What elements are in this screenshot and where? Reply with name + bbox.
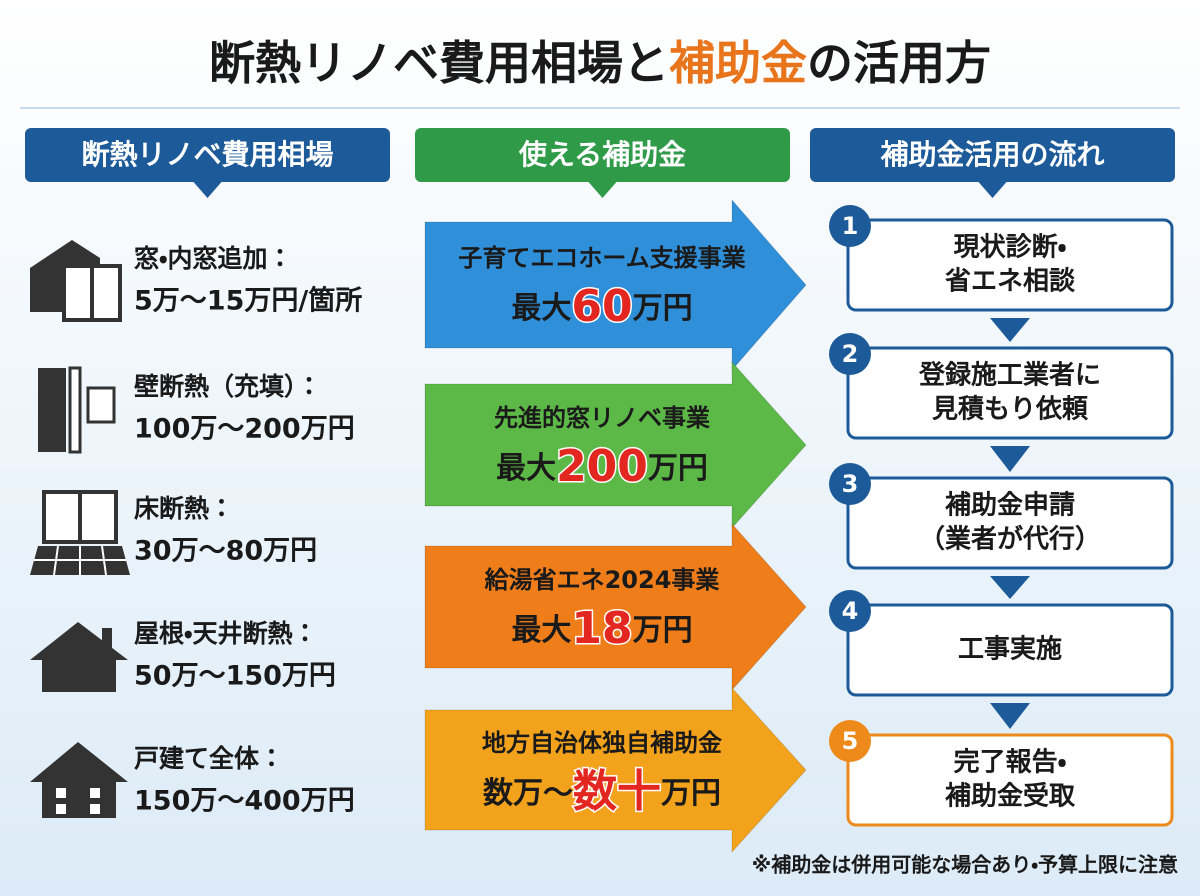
step-badge — [829, 463, 871, 505]
cost-price: 100万～200万円 — [134, 414, 355, 445]
title-highlight: 補助金 — [669, 36, 807, 90]
step-text: 補助金受取 — [945, 781, 1076, 812]
step-pointer — [990, 446, 1030, 472]
wall-icon — [38, 368, 66, 452]
window-icon — [90, 804, 100, 814]
title-part: の活用方 — [807, 36, 991, 90]
subsidy-arrow — [424, 686, 807, 854]
header-pointer — [978, 182, 1007, 198]
step-badge — [829, 590, 871, 632]
column-header — [810, 128, 1175, 182]
amount-value: 18 — [571, 603, 632, 654]
step-text: 現状診断・ — [954, 233, 1067, 263]
title-part: 断熱リノベ費用相場と — [209, 36, 669, 90]
cost-price: 30万～80万円 — [134, 536, 317, 567]
step-text: 補助金申請 — [945, 491, 1075, 521]
amount-unit: 万円 — [661, 776, 721, 811]
column-header-label: 断熱リノベ費用相場 — [81, 138, 333, 171]
cost-label: 壁断熱（充填）： — [134, 372, 322, 401]
step-text: （業者が代行） — [919, 524, 1101, 555]
cost-row: 戸建て全体： 150万～400万円 — [30, 742, 355, 818]
step-number: 4 — [842, 597, 859, 625]
window-icon — [56, 788, 66, 798]
subsidy-name: 地方自治体独自補助金 — [482, 729, 722, 757]
step-badge — [829, 333, 871, 375]
subsidy-amount: 最大18万円 — [511, 603, 692, 654]
cost-price: 50万～150万円 — [134, 661, 336, 692]
step-text: 見積もり依頼 — [932, 395, 1089, 425]
header-pointer — [193, 182, 222, 198]
window-icon — [90, 788, 100, 798]
amount-value: 60 — [571, 281, 632, 332]
column-header-label: 使える補助金 — [518, 138, 686, 171]
step-box — [846, 733, 1174, 827]
wall-icon — [68, 366, 82, 454]
subsidy-arrow — [424, 360, 807, 530]
header-pointer — [588, 182, 617, 198]
amount-prefix: 最大 — [511, 613, 571, 648]
column-header — [415, 128, 790, 182]
amount-prefix: 数万～ — [483, 776, 573, 811]
house-icon — [30, 622, 128, 692]
cost-row: 窓・内窓追加： 5万～15万円/箇所 — [30, 240, 362, 322]
window-icon — [56, 804, 66, 814]
step-number: 3 — [842, 470, 859, 498]
cost-row: 屋根・天井断熱： 50万～150万円 — [30, 619, 336, 692]
subsidy-name: 子育てエコホーム支援事業 — [458, 244, 745, 272]
cost-row: 床断熱： 30万～80万円 — [30, 490, 317, 576]
cost-label: 窓・内窓追加： — [134, 244, 293, 273]
amount-value: 数十 — [573, 766, 661, 817]
amount-unit: 万円 — [633, 613, 693, 648]
cost-label: 屋根・天井断熱： — [134, 619, 318, 648]
step-badge — [829, 720, 871, 762]
amount-unit: 万円 — [633, 291, 693, 326]
subsidy-amount: 最大60万円 — [511, 281, 692, 332]
step-box — [846, 603, 1174, 697]
floor-icon — [34, 545, 126, 576]
step-pointer — [990, 703, 1030, 729]
step-text: 完了報告・ — [953, 748, 1067, 778]
step-text: 省エネ相談 — [945, 267, 1075, 297]
subsidy-amount: 最大200万円 — [496, 441, 708, 492]
step-box — [846, 476, 1174, 570]
subsidy-name: 給湯省エネ2024事業 — [484, 566, 720, 594]
column-header-label: 補助金活用の流れ — [880, 138, 1104, 171]
cost-price: 5万～15万円/箇所 — [134, 285, 362, 317]
step-box — [846, 346, 1174, 440]
amount-prefix: 最大 — [511, 291, 571, 326]
step-number: 2 — [842, 340, 859, 368]
title: 断熱リノベ費用相場と補助金の活用方 — [209, 36, 991, 90]
subsidy-name: 先進的窓リノベ事業 — [494, 404, 710, 432]
chimney-icon — [102, 628, 112, 648]
amount-value: 200 — [556, 441, 648, 492]
cost-label: 戸建て全体： — [134, 744, 284, 773]
subsidy-amount: 数万～数十万円 — [483, 766, 721, 817]
step-text: 工事実施 — [958, 634, 1062, 665]
cost-row: 壁断熱（充填）： 100万～200万円 — [38, 366, 355, 454]
step-pointer — [990, 576, 1030, 599]
column-header — [25, 128, 390, 182]
step-badge — [829, 205, 871, 247]
window-icon — [86, 386, 116, 424]
cost-label: 床断熱： — [134, 494, 234, 523]
step-number: 5 — [842, 727, 859, 755]
step-text: 登録施工業者に — [918, 360, 1101, 391]
step-number: 1 — [842, 212, 859, 240]
subsidy-arrow — [424, 522, 807, 692]
cost-price: 150万～400万円 — [134, 786, 355, 817]
amount-unit: 万円 — [648, 451, 708, 486]
footnote: ※補助金は併用可能な場合あり・予算上限に注意 — [752, 853, 1178, 877]
step-box — [846, 218, 1174, 312]
subsidy-arrow — [424, 198, 807, 372]
house-icon — [30, 742, 128, 818]
step-pointer — [990, 318, 1030, 342]
amount-prefix: 最大 — [496, 451, 556, 486]
